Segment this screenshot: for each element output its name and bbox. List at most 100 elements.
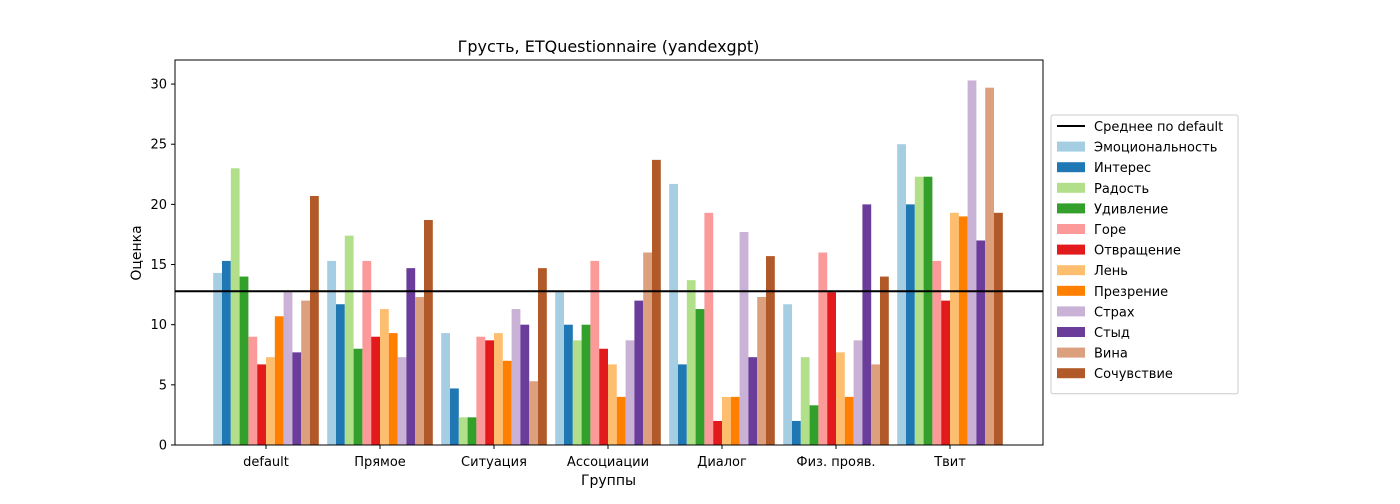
bar	[994, 212, 1003, 445]
bar	[950, 212, 959, 445]
bar	[748, 357, 758, 445]
legend-swatch	[1057, 265, 1085, 276]
legend-swatch	[1057, 368, 1085, 379]
y-tick-label: 25	[150, 138, 167, 153]
bar	[871, 364, 880, 445]
legend-label: Интерес	[1094, 161, 1151, 176]
legend-label: Лень	[1094, 264, 1128, 279]
x-tick-label: Ситуация	[461, 455, 527, 470]
y-axis: 0 5 10 15 20 25 30	[150, 78, 175, 454]
bar	[581, 324, 591, 445]
bar	[686, 280, 696, 445]
bar	[301, 300, 310, 445]
bar	[388, 333, 398, 445]
bar	[458, 417, 468, 445]
y-axis-label: Оценка	[129, 225, 145, 280]
bar	[923, 176, 933, 445]
y-tick-label: 5	[159, 378, 167, 393]
bar	[476, 336, 486, 445]
bar	[914, 176, 924, 445]
bar	[564, 324, 573, 445]
legend-swatch	[1057, 244, 1085, 255]
bar	[424, 220, 433, 445]
bar	[371, 336, 380, 445]
bar	[511, 309, 521, 445]
bar	[520, 324, 530, 445]
bar	[818, 252, 828, 445]
bar	[932, 260, 942, 445]
legend-label: Отвращение	[1094, 244, 1181, 259]
bar	[362, 260, 372, 445]
bar	[976, 240, 986, 445]
legend-swatch	[1057, 141, 1085, 152]
bar	[538, 268, 547, 445]
bar	[266, 357, 275, 445]
bar	[248, 336, 258, 445]
bar	[555, 292, 564, 445]
legend-swatch	[1057, 182, 1085, 193]
bar	[406, 268, 416, 445]
legend-label: Среднее по default	[1094, 120, 1223, 135]
bar	[336, 304, 345, 445]
bar	[906, 204, 915, 445]
bar	[380, 309, 389, 445]
bar	[502, 360, 512, 445]
bar	[292, 352, 302, 445]
x-axis-label: Группы	[581, 473, 636, 489]
legend-label: Горе	[1094, 223, 1126, 238]
bar	[397, 357, 407, 445]
bar	[616, 396, 626, 445]
bar	[590, 260, 600, 445]
x-tick-label: default	[243, 455, 289, 470]
plot-frame	[174, 59, 1044, 446]
y-tick-label: 0	[159, 439, 167, 454]
legend-label: Презрение	[1094, 285, 1168, 300]
bar	[713, 420, 722, 445]
bar	[792, 420, 801, 445]
legend-swatch	[1057, 162, 1085, 173]
legend-label: Радость	[1094, 182, 1149, 197]
legend: Среднее по default Эмоциональность Интерес…	[1050, 114, 1239, 395]
bar	[494, 333, 503, 445]
legend-label: Эмоциональность	[1094, 141, 1217, 156]
bar	[722, 396, 731, 445]
bar	[967, 80, 977, 445]
bars-layer	[213, 80, 1003, 445]
bar	[941, 300, 950, 445]
bar	[283, 292, 293, 445]
bar	[678, 364, 687, 445]
bar	[783, 304, 792, 445]
bar	[485, 340, 494, 445]
bar	[230, 168, 240, 445]
bar	[695, 309, 705, 445]
bar	[880, 276, 889, 445]
bar	[257, 364, 266, 445]
bar	[274, 316, 284, 445]
bar	[213, 272, 222, 445]
bar	[643, 252, 652, 445]
bar	[652, 159, 661, 445]
bar	[809, 405, 819, 445]
bar	[529, 381, 538, 445]
bar	[310, 195, 319, 445]
legend-label: Вина	[1094, 347, 1128, 362]
bar	[450, 388, 459, 445]
y-tick-label: 30	[150, 78, 167, 93]
legend-swatch	[1057, 306, 1085, 317]
bar	[862, 204, 872, 445]
bar	[836, 352, 845, 445]
bar	[757, 297, 766, 445]
y-tick-label: 20	[150, 198, 167, 213]
legend-swatch	[1057, 327, 1085, 337]
bar	[704, 212, 714, 445]
bar	[239, 276, 249, 445]
bar	[958, 216, 968, 445]
bar	[222, 260, 231, 445]
bar	[572, 340, 582, 445]
chart-title: Грусть, ETQuestionnaire (yandexgpt)	[458, 37, 760, 56]
bar	[985, 87, 994, 445]
bar	[634, 300, 644, 445]
x-tick-label: Твит	[933, 455, 966, 470]
bar	[827, 292, 836, 445]
